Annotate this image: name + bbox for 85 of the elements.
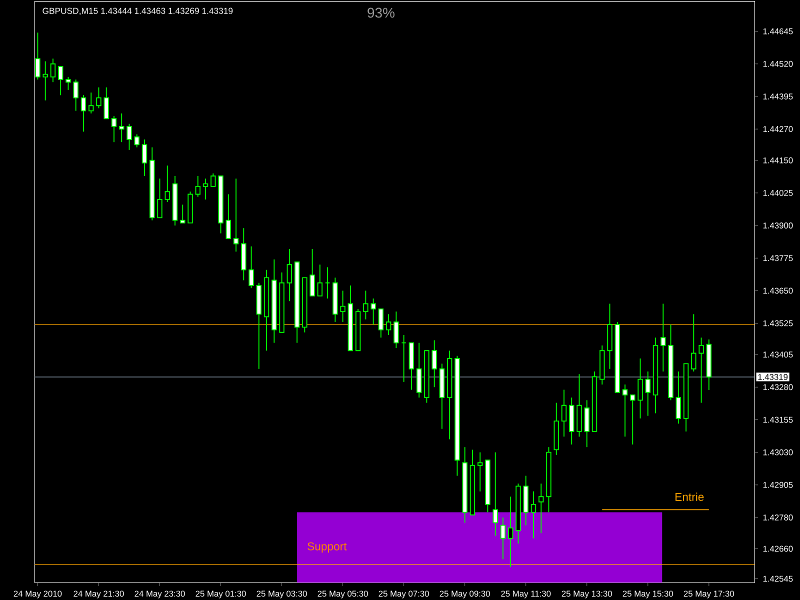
- candlestick: [248, 246, 254, 289]
- x-tick-label: 25 May 09:30: [440, 590, 490, 598]
- candlestick: [58, 66, 64, 96]
- y-tick-label: 1.43775: [763, 255, 793, 262]
- candlestick: [286, 248, 292, 302]
- y-tick-label: 1.43155: [763, 416, 793, 423]
- candlestick: [561, 389, 567, 438]
- x-tick-label: 25 May 03:30: [256, 590, 307, 598]
- y-tick-label: 1.44270: [763, 126, 793, 132]
- candlestick: [164, 165, 170, 203]
- candlestick: [492, 452, 498, 536]
- y-tick-label: 1.44150: [763, 157, 793, 164]
- y-tick-label: 1.44395: [763, 93, 793, 100]
- y-tick-label: 1.43030: [763, 449, 793, 456]
- y-tick-label: 1.42660: [763, 546, 793, 552]
- candlestick: [660, 303, 666, 372]
- candlestick: [386, 314, 392, 336]
- candlestick: [96, 86, 102, 109]
- candlestick: [233, 178, 239, 252]
- candlestick: [88, 92, 94, 114]
- candlestick: [111, 116, 117, 143]
- y-tick-label: 1.43650: [763, 288, 793, 294]
- candlestick: [584, 400, 590, 448]
- candlestick: [340, 290, 346, 322]
- candlestick: [210, 172, 216, 187]
- candlestick: [80, 94, 86, 132]
- candlestick: [638, 358, 643, 419]
- candlestick: [676, 371, 682, 424]
- candlestick: [477, 452, 483, 492]
- candlestick: [195, 176, 200, 198]
- candlestick: [180, 204, 186, 224]
- x-tick-label: 25 May 01:30: [196, 590, 246, 598]
- candlestick: [538, 483, 544, 534]
- y-tick-label: 1.42545: [763, 576, 793, 582]
- y-tick-label: 1.42905: [763, 482, 793, 488]
- candlestick: [104, 86, 109, 120]
- candlestick: [310, 248, 315, 296]
- series-label: Entrie: [676, 492, 704, 501]
- text: GBPUSD,M15 1.43444 1.43463 1.43269 1.43319: [42, 8, 233, 15]
- candlestick: [226, 194, 232, 240]
- candlestick: [394, 311, 399, 349]
- candlestick: [622, 384, 628, 438]
- candlestick: [126, 123, 132, 150]
- candlestick: [370, 298, 376, 326]
- candlestick: [630, 394, 636, 445]
- y-tick-label: 1.42780: [763, 514, 793, 520]
- candlestick: [691, 314, 696, 372]
- y-tick-label: 1.43900: [763, 222, 793, 228]
- x-tick-label: 24 May 21:30: [74, 590, 124, 598]
- x-tick-label: 24 May 2010: [14, 590, 62, 598]
- candlestick: [698, 337, 704, 404]
- y-tick-label: 1.43280: [763, 384, 793, 390]
- candlestick: [378, 308, 384, 338]
- x-tick-label: 25 May 17:30: [684, 590, 734, 598]
- candlestick: [317, 264, 323, 296]
- x-tick-label: 24 May 23:30: [134, 590, 185, 598]
- ref-line-label: 1.43319: [758, 374, 788, 380]
- y-tick-label: 1.43405: [763, 352, 793, 358]
- candlestick: [66, 76, 71, 90]
- candlestick: [42, 60, 48, 101]
- y-tick-label: 1.43525: [763, 320, 793, 326]
- candlestick: [530, 490, 536, 539]
- candlestick: [645, 371, 650, 416]
- candlestick: [363, 290, 368, 320]
- candlestick: [73, 79, 78, 112]
- candlestick: [500, 517, 506, 560]
- candlestick: [416, 342, 422, 398]
- y-tick-label: 1.44645: [763, 28, 793, 34]
- candlestick: [157, 178, 162, 218]
- x-tick-label: 25 May 05:30: [318, 590, 368, 598]
- x-tick-label: 25 May 11:30: [501, 590, 551, 598]
- candlestick: [50, 58, 56, 83]
- y-tick-label: 1.44025: [763, 190, 793, 196]
- candlestick: [202, 178, 208, 200]
- x-tick-label: 25 May 15:30: [622, 590, 674, 598]
- series-label: Support: [308, 542, 347, 553]
- annotation: 93%: [368, 8, 394, 18]
- x-tick-label: 25 May 07:30: [378, 590, 429, 598]
- candlestick: [508, 496, 514, 568]
- y-tick-label: 1.44520: [763, 60, 793, 67]
- candlestick: [432, 340, 437, 388]
- candlestick: [119, 112, 124, 143]
- candlestick: [142, 139, 148, 176]
- candlestick: [134, 134, 140, 148]
- x-tick-label: 25 May 13:30: [562, 590, 612, 598]
